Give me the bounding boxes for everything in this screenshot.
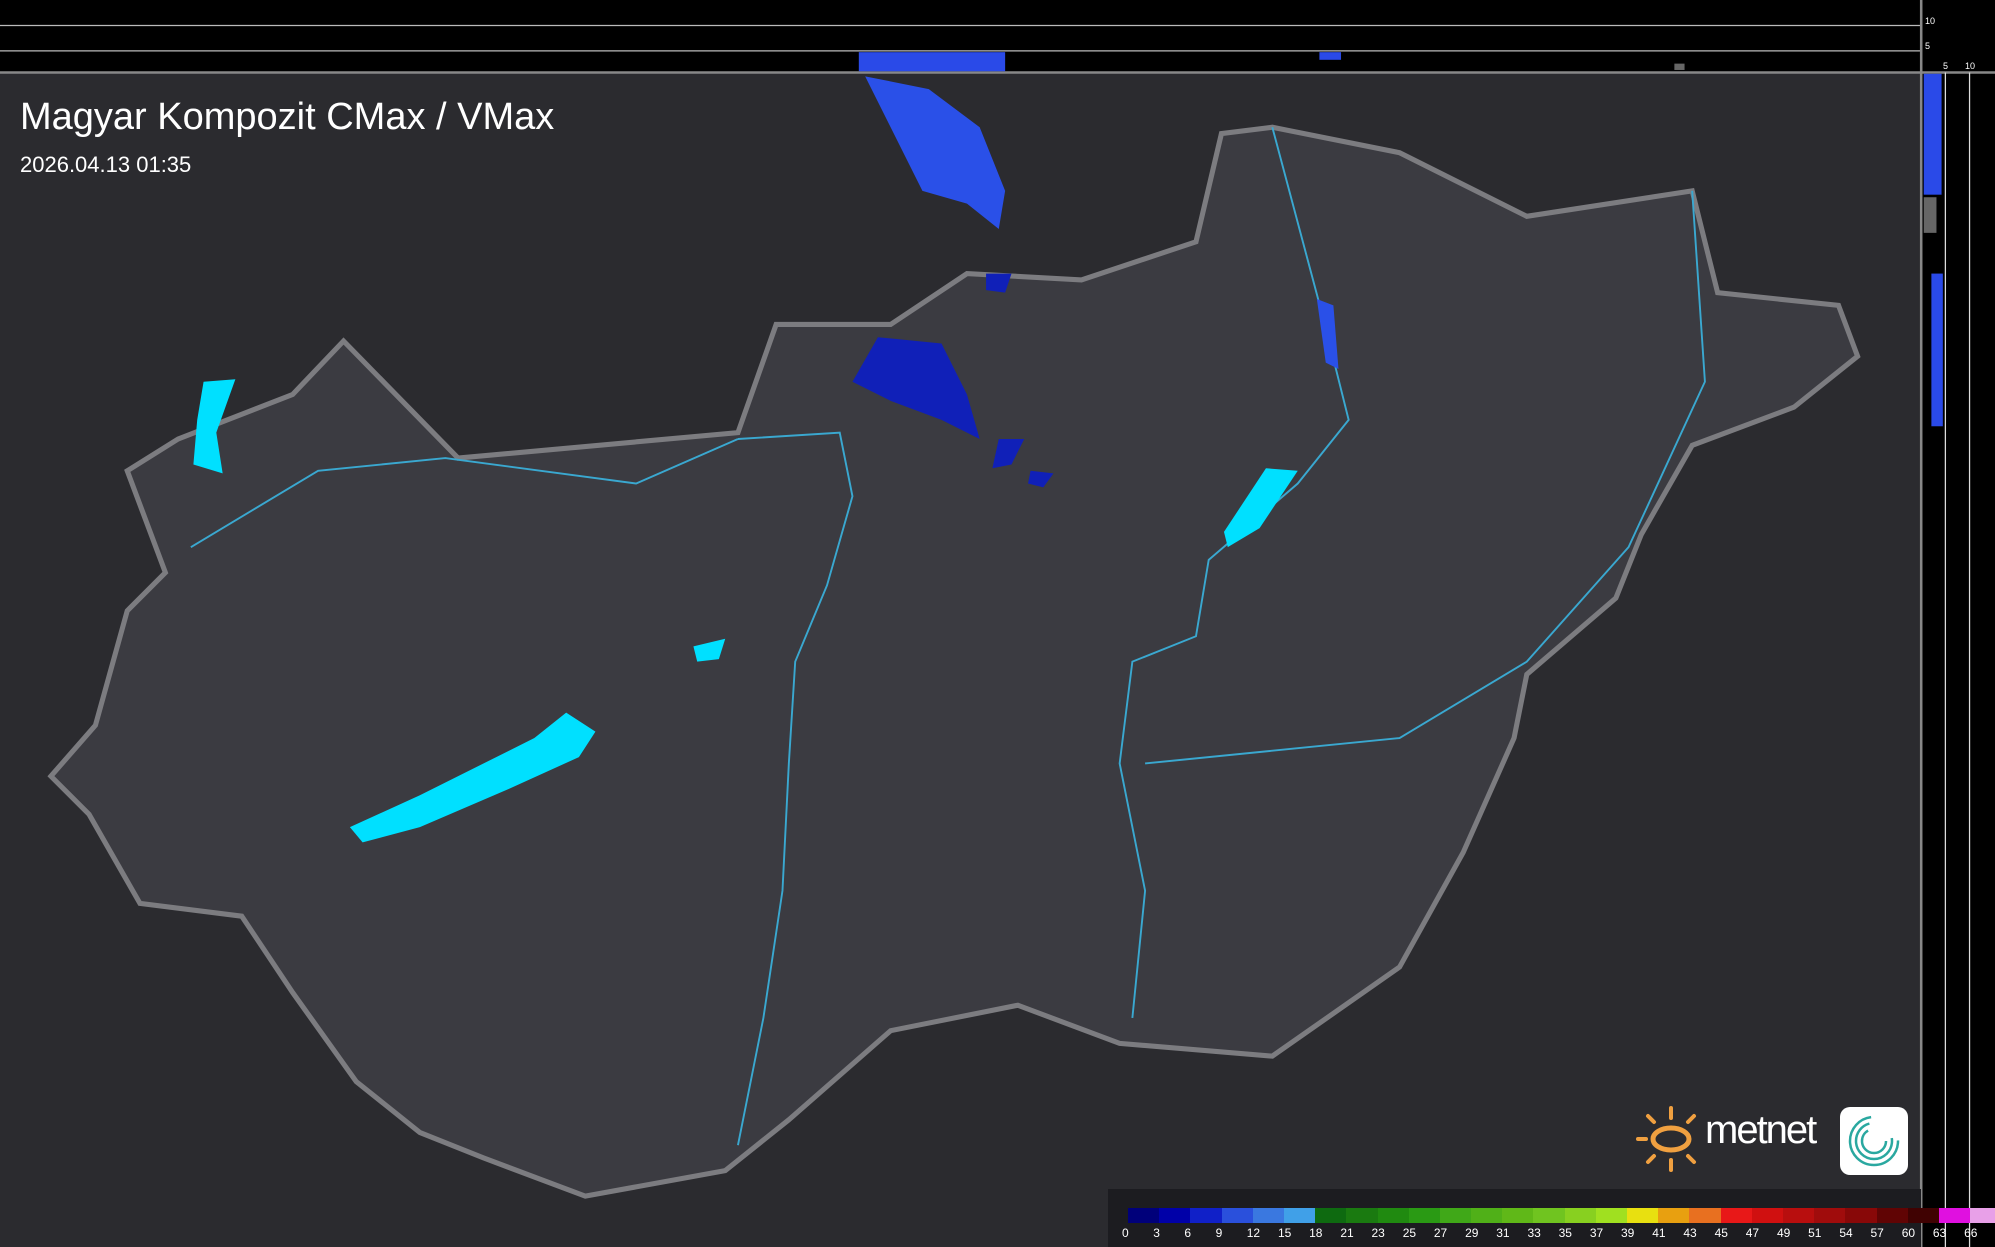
hungary-country [47,124,1861,1199]
lake-tisza [1223,468,1298,548]
legend-label: 9 [1215,1226,1223,1240]
legend-label: 37 [1589,1226,1604,1240]
legend-label: 33 [1527,1226,1541,1240]
top-tick-5: 5 [1925,41,1931,51]
lake-velence [693,638,726,662]
legend-labels: 0 3 6 9 12 15 18 21 23 25 27 29 31 33 35 37 39 41 43 45 47 49… [1122,1226,1995,1240]
lake-balaton [349,712,596,843]
legend-swatch [1689,1208,1721,1223]
legend-label: 35 [1558,1226,1572,1240]
legend-swatch [1564,1208,1596,1223]
legend-swatch [1502,1208,1534,1223]
legend-label: 6 [1184,1226,1192,1240]
legend-swatch [1782,1208,1815,1223]
side-profile [1923,73,1943,427]
legend-swatch [1876,1208,1908,1223]
legend-label: 29 [1465,1226,1479,1240]
legend-label: 47 [1745,1226,1760,1240]
legend-swatch [1190,1208,1222,1223]
legend-swatch [1720,1208,1752,1223]
top-tick-10: 10 [1925,16,1936,26]
legend-label: 54 [1839,1226,1853,1240]
legend-swatch [1408,1208,1440,1223]
legend-swatch [1439,1208,1472,1223]
legend-swatch [1627,1208,1659,1223]
legend-swatch [1283,1208,1316,1223]
legend-label: 0 [1122,1226,1129,1240]
legend-label: 23 [1371,1226,1385,1240]
legend-swatch [1938,1208,1971,1223]
metnet-logo-text: metnet [1705,1108,1817,1152]
legend-swatch [1658,1208,1690,1223]
legend-label: 31 [1496,1226,1510,1240]
rivers [190,126,1706,1146]
legend-swatch [1377,1208,1409,1223]
legend-label: 39 [1621,1226,1635,1240]
app-icon [1840,1107,1908,1175]
legend-swatch [1907,1208,1939,1223]
legend-swatch [1252,1208,1284,1223]
legend-swatch [1346,1208,1378,1223]
legend-label: 15 [1277,1226,1292,1240]
legend-swatch [1751,1208,1783,1223]
lake-ferto [193,379,236,474]
map-title: Magyar Kompozit CMax / VMax [20,96,555,138]
top-profile [858,52,1685,72]
map-timestamp: 2026.04.13 01:35 [20,152,192,177]
legend-swatch [1471,1208,1503,1223]
legend-swatch [1595,1208,1627,1223]
legend-label: 63 [1932,1226,1947,1240]
legend-label: 25 [1402,1226,1417,1240]
legend-swatch [1814,1208,1846,1223]
legend-label: 43 [1683,1226,1697,1240]
legend-label: 49 [1776,1226,1791,1240]
legend-swatch [1970,1208,1995,1223]
legend-label: 12 [1246,1226,1261,1240]
right-tick-5: 5 [1943,61,1949,71]
legend-swatch [1533,1208,1565,1223]
radar-echoes [852,76,1339,488]
legend-label: 45 [1714,1226,1728,1240]
dbz-color-legend: 0 3 6 9 12 15 18 21 23 25 27 29 31 33 35 37 39 41 43 45 47 49… [1108,1189,1995,1247]
legend-label: 51 [1808,1226,1822,1240]
legend-swatch [1315,1208,1347,1223]
legend-label: 21 [1340,1226,1354,1240]
legend-label: 27 [1433,1226,1448,1240]
legend-swatch [1845,1208,1877,1223]
legend-label: 57 [1870,1226,1884,1240]
metnet-sun-icon [1636,1106,1696,1172]
right-tick-10: 10 [1965,61,1976,71]
legend-label: 60 [1901,1226,1916,1240]
lakes [193,379,1298,843]
legend-label: 3 [1153,1226,1160,1240]
legend-label: 41 [1652,1226,1666,1240]
legend-label: 18 [1309,1226,1323,1240]
legend-swatch [1221,1208,1253,1223]
legend-swatch [1128,1208,1160,1223]
legend-color-bar [1128,1208,1995,1223]
legend-swatch [1159,1208,1191,1223]
legend-label: 66 [1964,1226,1978,1240]
